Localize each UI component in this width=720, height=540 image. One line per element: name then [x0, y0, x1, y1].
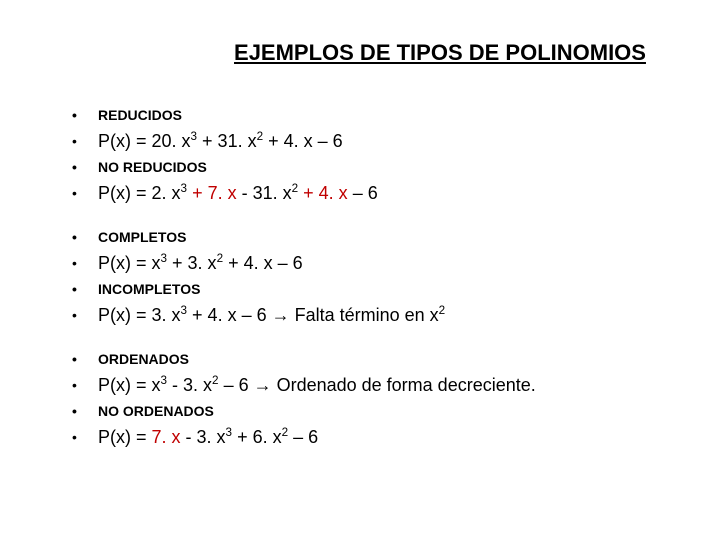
expr-no-reducidos: P(x) = 2. x3 + 7. x - 31. x2 + 4. x – 6 — [70, 180, 670, 206]
heading-no-reducidos: NO REDUCIDOS — [70, 154, 670, 180]
expr-reducidos: P(x) = 20. x3 + 31. x2 + 4. x – 6 — [70, 128, 670, 154]
expr-completos: P(x) = x3 + 3. x2 + 4. x – 6 — [70, 250, 670, 276]
block-ordenados: ORDENADOS P(x) = x3 - 3. x2 – 6 → Ordena… — [70, 346, 670, 450]
block-completos: COMPLETOS P(x) = x3 + 3. x2 + 4. x – 6 I… — [70, 224, 670, 328]
heading-no-ordenados: NO ORDENADOS — [70, 398, 670, 424]
expr-no-ordenados: P(x) = 7. x - 3. x3 + 6. x2 – 6 — [70, 424, 670, 450]
slide-title: EJEMPLOS DE TIPOS DE POLINOMIOS — [70, 40, 670, 66]
slide: EJEMPLOS DE TIPOS DE POLINOMIOS REDUCIDO… — [0, 0, 720, 540]
block-reducidos: REDUCIDOS P(x) = 20. x3 + 31. x2 + 4. x … — [70, 102, 670, 206]
heading-completos: COMPLETOS — [70, 224, 670, 250]
expr-ordenados: P(x) = x3 - 3. x2 – 6 → Ordenado de form… — [70, 372, 670, 398]
heading-incompletos: INCOMPLETOS — [70, 276, 670, 302]
heading-ordenados: ORDENADOS — [70, 346, 670, 372]
expr-incompletos: P(x) = 3. x3 + 4. x – 6 → Falta término … — [70, 302, 670, 328]
heading-reducidos: REDUCIDOS — [70, 102, 670, 128]
